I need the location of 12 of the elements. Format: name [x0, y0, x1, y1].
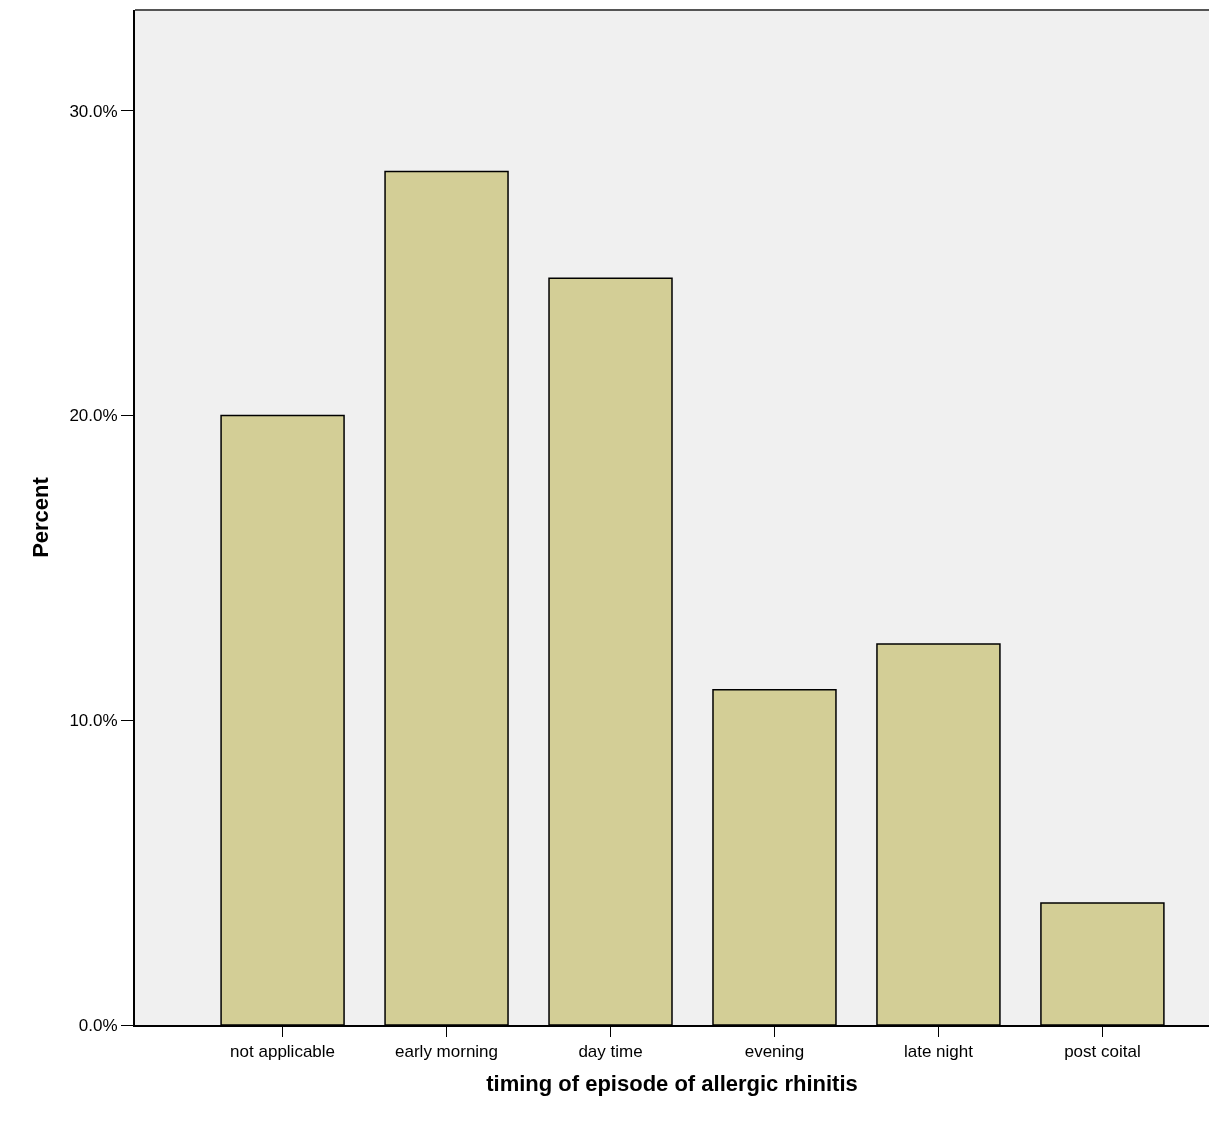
- x-axis-title: timing of episode of allergic rhinitis: [486, 1070, 858, 1096]
- y-axis-title: Percent: [27, 476, 53, 558]
- y-tick-label: 0.0%: [78, 1015, 118, 1035]
- y-tick-label: 20.0%: [69, 406, 118, 426]
- x-tick-label: day time: [578, 1042, 643, 1062]
- y-tick-label: 10.0%: [69, 711, 118, 731]
- x-tick-label: early morning: [395, 1042, 499, 1062]
- x-tick-label: not applicable: [230, 1042, 336, 1062]
- x-tick-label: late night: [903, 1042, 974, 1062]
- x-tick-label: evening: [744, 1042, 805, 1062]
- y-tick-label: 30.0%: [69, 101, 118, 121]
- x-tick-label: post coital: [1064, 1042, 1141, 1062]
